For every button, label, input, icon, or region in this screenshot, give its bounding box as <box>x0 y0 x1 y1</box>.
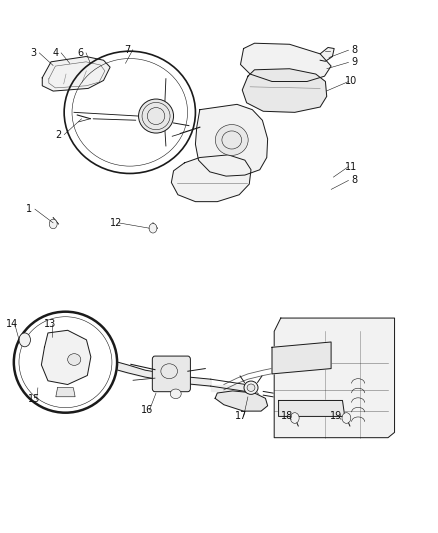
Text: 1: 1 <box>26 204 32 214</box>
Text: 18: 18 <box>280 411 292 422</box>
FancyBboxPatch shape <box>152 356 190 392</box>
Circle shape <box>49 219 57 229</box>
Circle shape <box>290 413 298 423</box>
Ellipse shape <box>247 384 254 391</box>
Text: 12: 12 <box>110 218 122 228</box>
Ellipse shape <box>244 381 258 394</box>
Ellipse shape <box>67 354 81 366</box>
Text: 10: 10 <box>344 77 357 86</box>
Polygon shape <box>319 47 333 61</box>
Polygon shape <box>195 104 267 176</box>
Ellipse shape <box>215 125 247 156</box>
Polygon shape <box>56 387 75 397</box>
Text: 19: 19 <box>329 411 341 422</box>
Text: 9: 9 <box>350 58 357 67</box>
Ellipse shape <box>170 389 181 399</box>
Text: 3: 3 <box>30 48 36 58</box>
Text: 15: 15 <box>28 394 40 405</box>
Text: 14: 14 <box>6 319 18 329</box>
Polygon shape <box>215 391 267 411</box>
Text: 11: 11 <box>344 161 357 172</box>
Text: 6: 6 <box>77 48 83 58</box>
Text: 16: 16 <box>141 405 152 415</box>
Circle shape <box>341 413 350 423</box>
Polygon shape <box>41 330 91 384</box>
Polygon shape <box>242 69 326 112</box>
Text: 4: 4 <box>52 48 58 58</box>
Text: 2: 2 <box>55 130 61 140</box>
Text: 17: 17 <box>234 411 247 422</box>
Circle shape <box>19 333 30 347</box>
Polygon shape <box>171 155 251 201</box>
Text: 8: 8 <box>350 45 357 55</box>
Polygon shape <box>272 342 330 374</box>
Polygon shape <box>274 318 394 438</box>
Ellipse shape <box>138 99 173 133</box>
Polygon shape <box>278 400 344 416</box>
Circle shape <box>149 223 156 233</box>
Polygon shape <box>240 43 330 82</box>
Polygon shape <box>42 56 110 91</box>
Text: 13: 13 <box>43 319 56 329</box>
Text: 8: 8 <box>350 175 357 185</box>
Text: 7: 7 <box>124 45 130 54</box>
